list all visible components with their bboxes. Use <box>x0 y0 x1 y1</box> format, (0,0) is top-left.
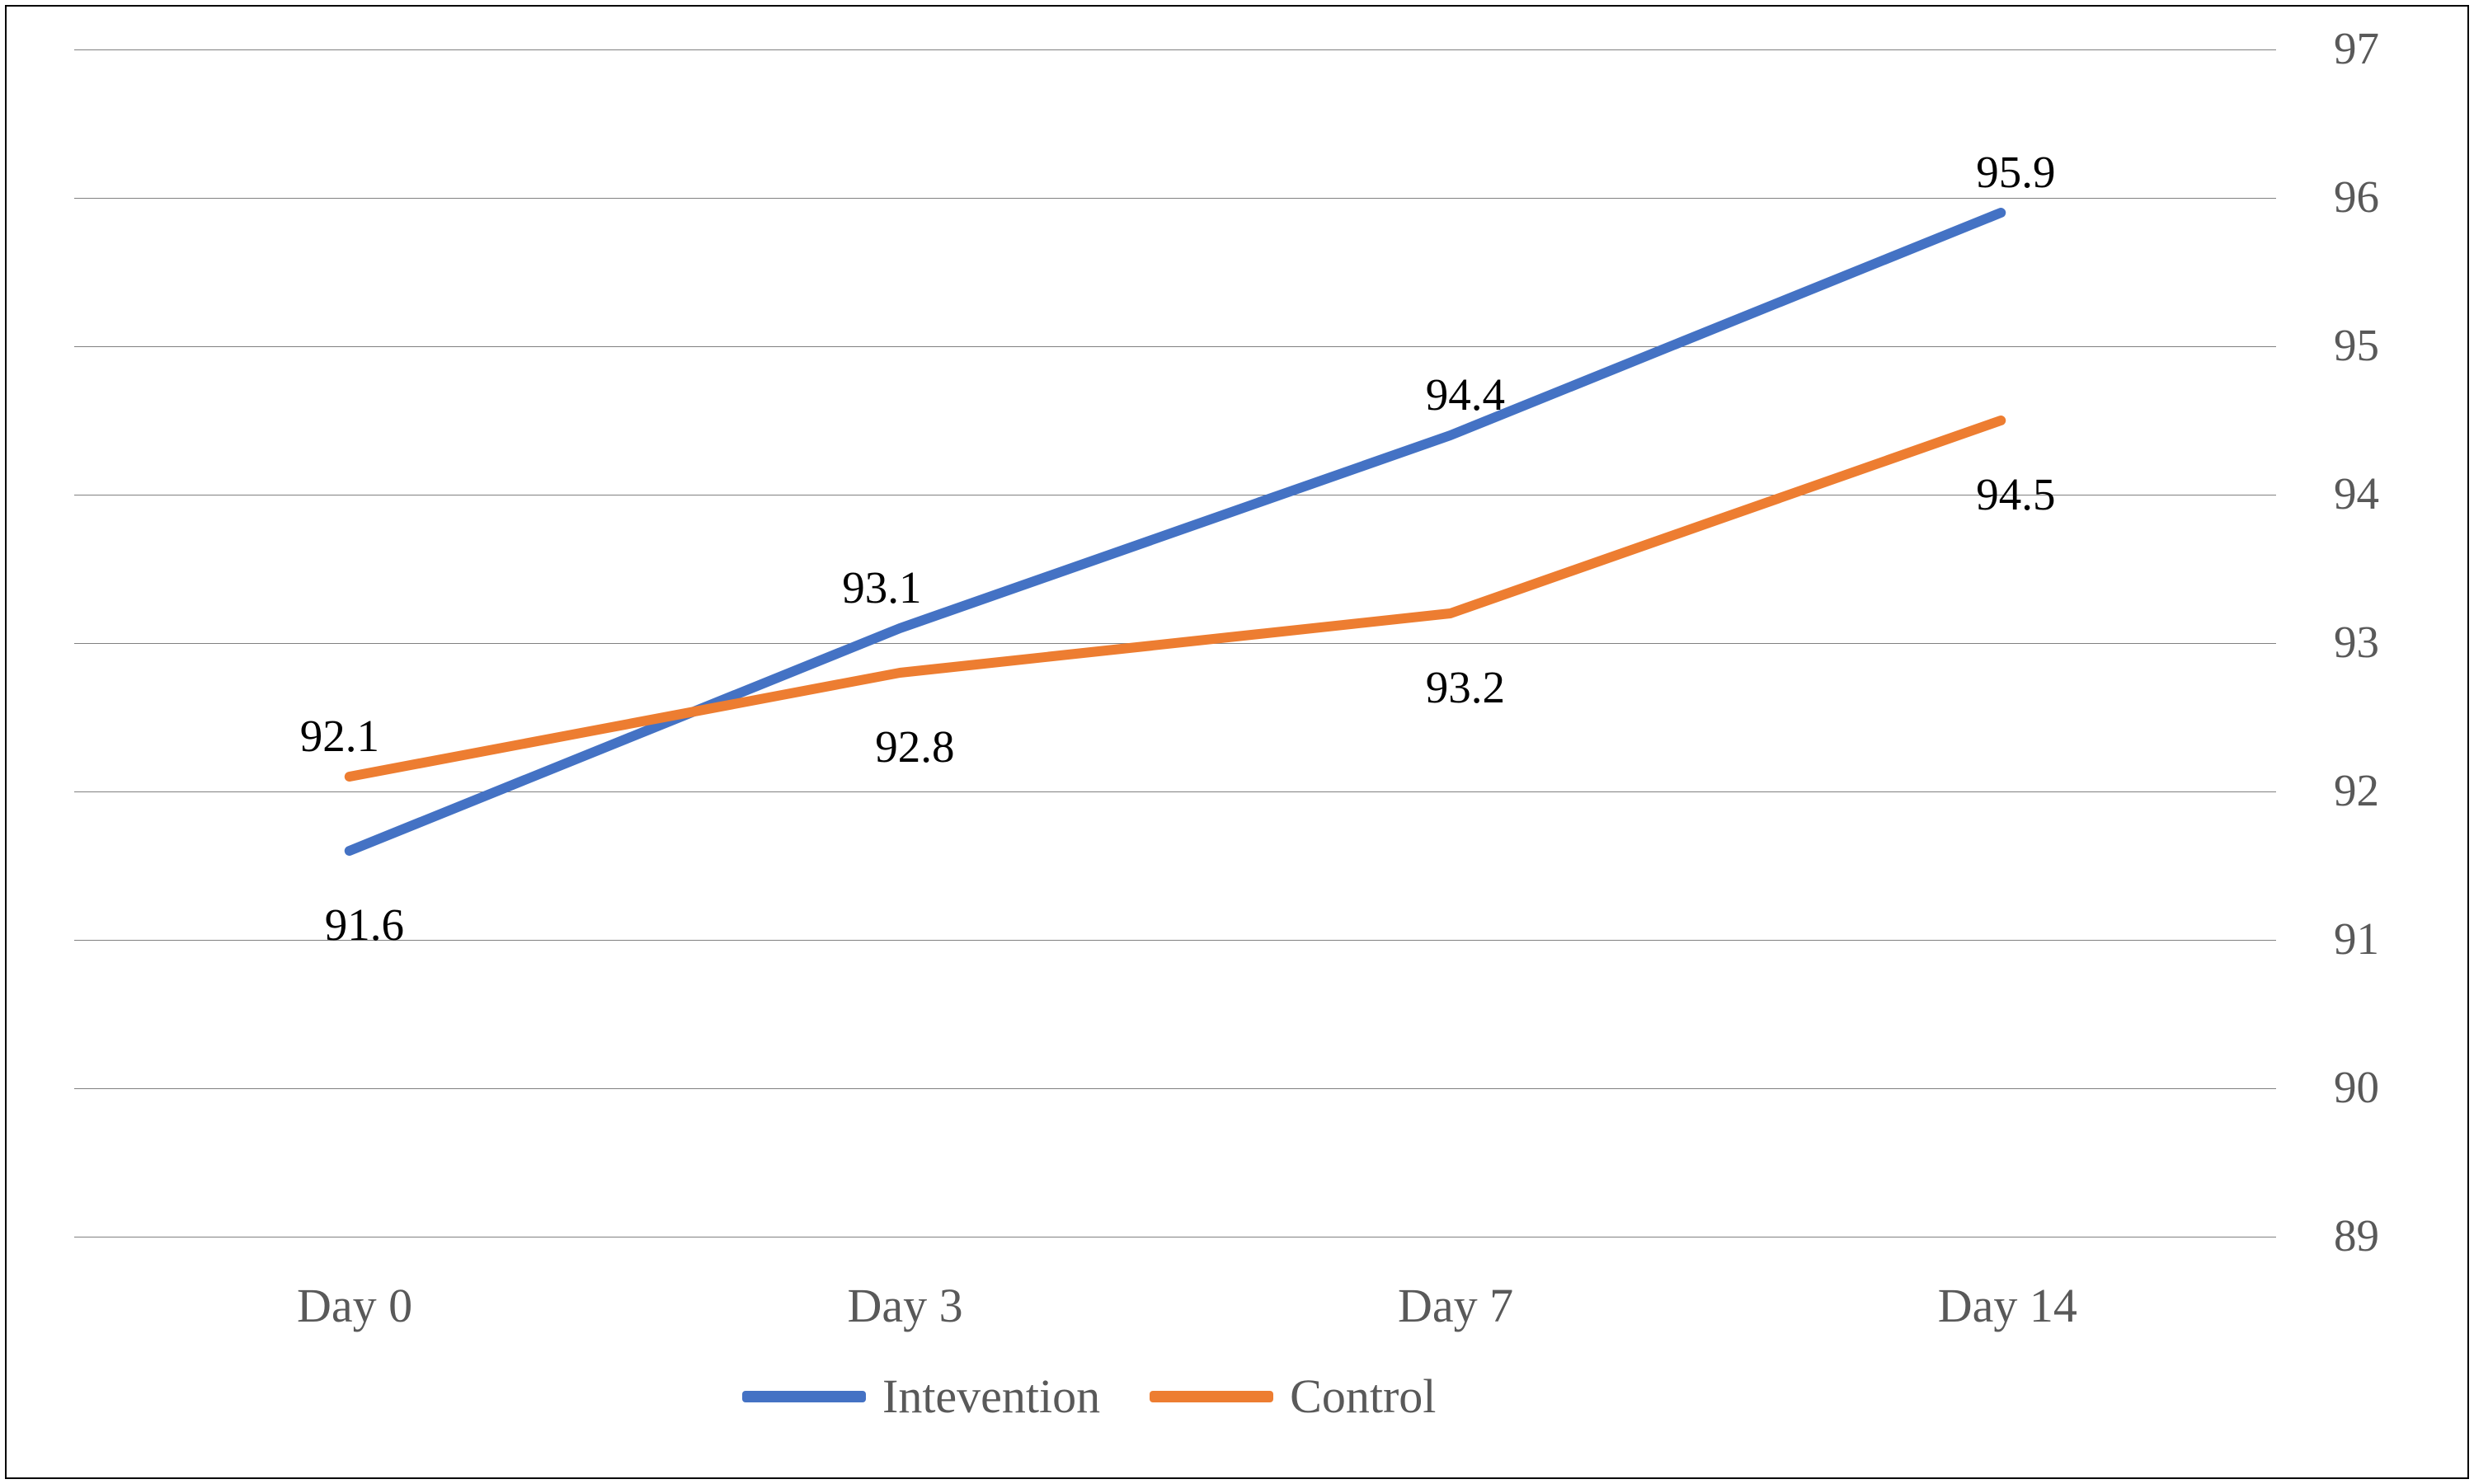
legend: Intevention Control <box>742 1369 1436 1424</box>
legend-swatch <box>1150 1391 1273 1402</box>
data-label: 93.1 <box>842 561 921 613</box>
legend-label: Control <box>1290 1369 1436 1424</box>
data-label: 92.8 <box>875 721 954 773</box>
data-label: 93.2 <box>1426 661 1505 713</box>
data-label: 94.4 <box>1426 369 1505 420</box>
data-label: 92.1 <box>300 710 379 762</box>
legend-item: Control <box>1150 1369 1436 1424</box>
data-label: 95.9 <box>1976 146 2055 198</box>
legend-item: Intevention <box>742 1369 1100 1424</box>
series-line-control <box>350 420 2001 777</box>
data-label: 94.5 <box>1976 468 2055 520</box>
series-line-intevention <box>350 213 2001 851</box>
data-label: 91.6 <box>325 899 404 951</box>
legend-swatch <box>742 1391 866 1402</box>
legend-label: Intevention <box>882 1369 1100 1424</box>
